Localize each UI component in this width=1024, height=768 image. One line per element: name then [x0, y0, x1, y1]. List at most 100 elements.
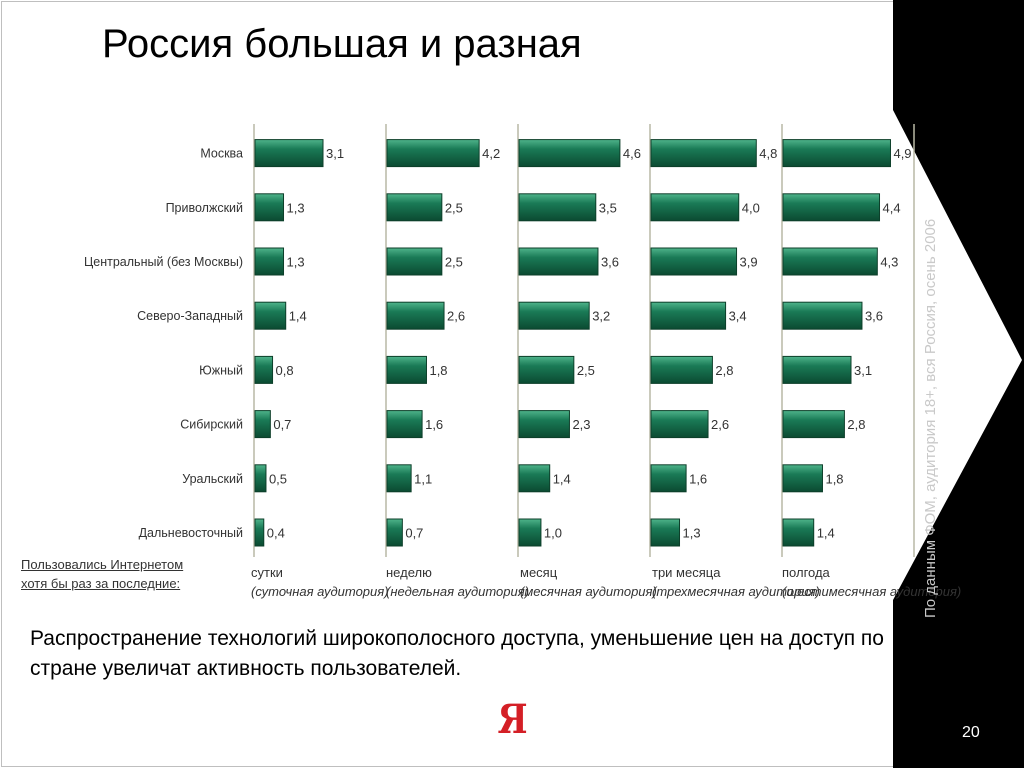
- bar-value-label: 3,9: [740, 255, 758, 270]
- regional-bar-chart: Москва Приволжский Центральный (без Москвы…: [84, 124, 915, 557]
- bar-value-label: 2,8: [847, 417, 865, 432]
- region-label: Северо-Западный: [137, 309, 243, 323]
- conclusion-text: Распространение технологий широкополосно…: [30, 627, 884, 680]
- bar-value-label: 4,0: [742, 200, 760, 215]
- period-note: (недельная аудитория): [386, 584, 530, 599]
- bar-value-label: 4,2: [482, 146, 500, 161]
- footnote-line-1: Пользовались Интернетом: [21, 557, 184, 572]
- bar-value-label: 4,6: [623, 146, 641, 161]
- bar-value-label: 1,4: [553, 471, 571, 486]
- footnote-label: Пользовались Интернетом хотя бы раз за п…: [21, 555, 183, 593]
- region-label: Москва: [200, 147, 243, 161]
- period-note: (месячная аудитория): [520, 584, 657, 599]
- bar: [386, 355, 427, 384]
- bar-value-label: 1,3: [287, 200, 305, 215]
- bar-value-label: 1,6: [425, 417, 443, 432]
- bar-value-label: 2,5: [577, 363, 595, 378]
- bar: [254, 193, 285, 222]
- period-label-month: месяц (месячная аудитория): [520, 563, 657, 601]
- bar: [254, 139, 324, 168]
- bar-value-label: 0,8: [276, 363, 294, 378]
- bar: [518, 410, 570, 439]
- period-name: полгода: [782, 565, 830, 580]
- bar-value-label: 1,4: [817, 526, 835, 541]
- bar-value-label: 0,5: [269, 471, 287, 486]
- slide-title: Россия большая и разная: [102, 22, 582, 66]
- bar-value-label: 0,7: [273, 417, 291, 432]
- bar: [254, 518, 265, 547]
- region-label: Сибирский: [180, 418, 243, 432]
- bar: [518, 193, 597, 222]
- region-label: Уральский: [182, 472, 243, 486]
- bar: [386, 464, 412, 493]
- bar-value-label: 1,4: [289, 309, 307, 324]
- page-number: 20: [962, 724, 980, 741]
- bar: [782, 355, 852, 384]
- dark-side-band: [893, 0, 1024, 768]
- bar: [518, 464, 551, 493]
- bar-value-label: 3,4: [729, 309, 747, 324]
- footnote-line-2: хотя бы раз за последние:: [21, 576, 181, 591]
- bar: [782, 518, 815, 547]
- bar: [386, 518, 403, 547]
- bar-value-label: 1,0: [544, 526, 562, 541]
- bar: [782, 139, 891, 168]
- period-name: неделю: [386, 565, 432, 580]
- bar-value-label: 2,3: [572, 417, 590, 432]
- bar-value-label: 2,5: [445, 200, 463, 215]
- bar: [518, 301, 590, 330]
- bar: [650, 193, 740, 222]
- region-label: Центральный (без Москвы): [84, 255, 243, 269]
- bar: [782, 301, 863, 330]
- region-label: Дальневосточный: [139, 526, 243, 540]
- bar: [386, 247, 443, 276]
- period-label-half-year: полгода (шестимесячная аудитория): [782, 563, 961, 601]
- period-name: месяц: [520, 565, 558, 580]
- source-note: По данным ФОМ, аудитория 18+, вся Россия…: [922, 218, 939, 618]
- bar-value-label: 1,3: [287, 255, 305, 270]
- bar-value-label: 4,8: [759, 146, 777, 161]
- period-label-day: сутки (суточная аудитория): [251, 563, 389, 601]
- bar-value-label: 4,3: [880, 255, 898, 270]
- bar-value-label: 3,6: [865, 309, 883, 324]
- yandex-logo: Я: [497, 696, 528, 743]
- bar: [254, 464, 267, 493]
- bar: [650, 301, 727, 330]
- bar-value-label: 2,8: [715, 363, 733, 378]
- bar: [386, 193, 443, 222]
- region-label: Южный: [199, 363, 243, 377]
- bar-value-label: 1,8: [429, 363, 447, 378]
- period-note: (шестимесячная аудитория): [782, 584, 962, 599]
- bar-value-label: 3,6: [601, 255, 619, 270]
- bar: [254, 247, 285, 276]
- period-label-week: неделю (недельная аудитория): [386, 563, 529, 601]
- bar-value-label: 3,5: [599, 200, 617, 215]
- bar: [386, 139, 480, 168]
- bar-value-label: 1,6: [689, 471, 707, 486]
- bar: [254, 355, 274, 384]
- bar-value-label: 3,1: [854, 363, 872, 378]
- bar: [782, 464, 823, 493]
- bar: [782, 410, 845, 439]
- bar: [782, 247, 878, 276]
- bar-value-label: 2,5: [445, 255, 463, 270]
- bar: [650, 355, 713, 384]
- bar: [650, 247, 738, 276]
- bar: [518, 139, 621, 168]
- period-name: три месяца: [652, 565, 721, 580]
- period-note: (суточная аудитория): [251, 584, 389, 599]
- bar-value-label: 3,1: [326, 146, 344, 161]
- bar: [518, 355, 575, 384]
- period-label-quarter: три месяца (трехмесячная аудитория): [652, 563, 820, 601]
- bar: [254, 301, 287, 330]
- bar: [518, 247, 599, 276]
- bar-value-label: 0,4: [267, 526, 285, 541]
- period-note: (трехмесячная аудитория): [652, 584, 820, 599]
- bar-value-label: 1,3: [683, 526, 701, 541]
- bar-value-label: 1,8: [825, 471, 843, 486]
- bar: [386, 301, 445, 330]
- bar: [518, 518, 542, 547]
- bar-value-label: 3,2: [592, 309, 610, 324]
- period-name: сутки: [251, 565, 283, 580]
